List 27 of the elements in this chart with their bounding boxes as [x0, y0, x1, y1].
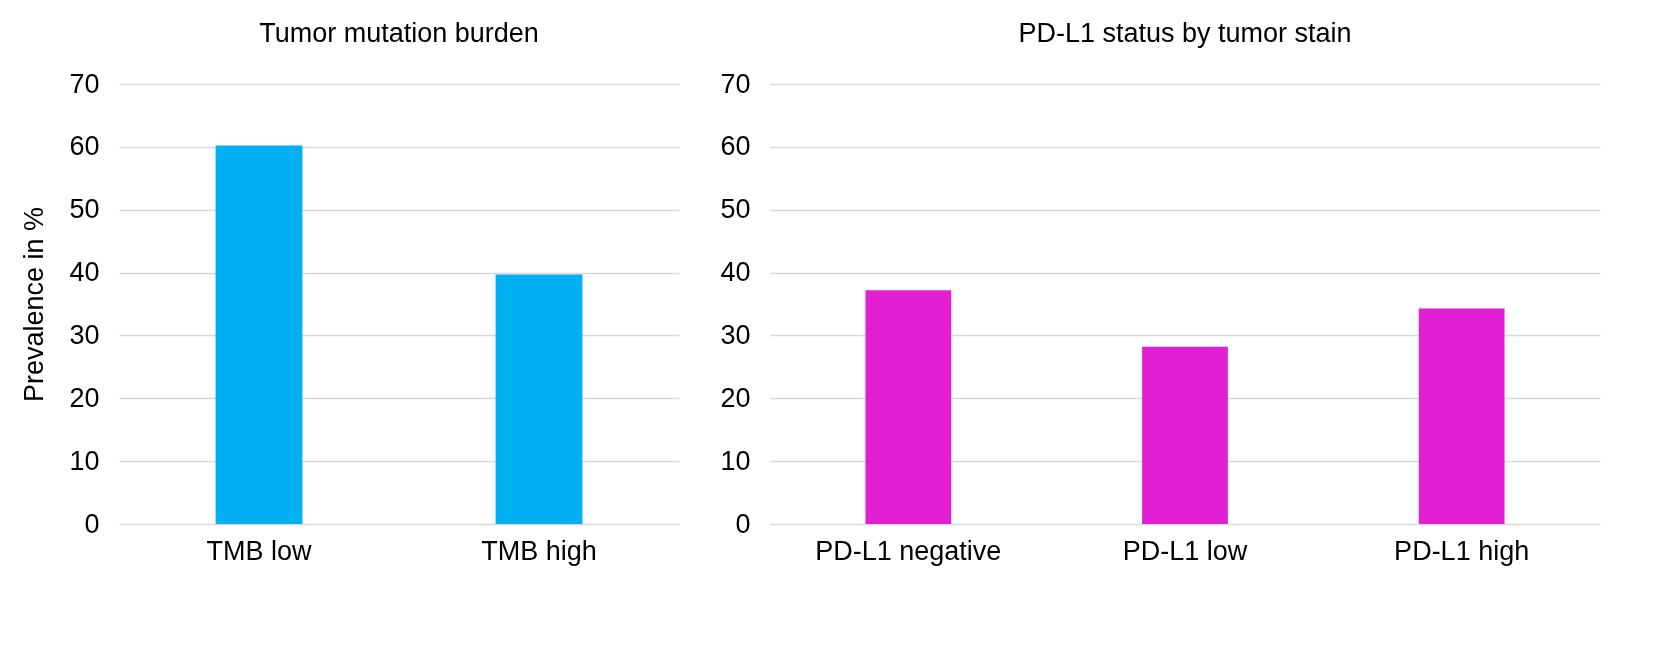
x-tick-label: TMB low	[206, 535, 312, 566]
y-tick-label: 70	[69, 68, 100, 99]
y-tick-label: 0	[735, 508, 751, 539]
chart-title: Tumor mutation burden	[259, 18, 539, 48]
y-tick-label: 70	[720, 68, 751, 99]
y-tick-label: 40	[69, 257, 100, 288]
y-tick-label: 50	[720, 194, 751, 225]
bar	[1418, 308, 1505, 524]
x-tick-label: TMB high	[481, 535, 597, 566]
bar	[865, 290, 952, 524]
x-tick-label: PD-L1 high	[1394, 535, 1530, 566]
x-tick-label: PD-L1 negative	[815, 535, 1002, 566]
bar	[1142, 346, 1228, 524]
chart-title: PD-L1 status by tumor stain	[1018, 18, 1352, 48]
y-axis-title: Prevalence in %	[19, 206, 50, 403]
y-tick-label: 0	[84, 508, 100, 539]
y-tick-label: 20	[720, 382, 751, 413]
x-tick-label: PD-L1 low	[1122, 535, 1248, 566]
y-tick-label: 10	[720, 445, 751, 476]
y-tick-label: 60	[720, 131, 751, 162]
y-tick-label: 30	[69, 319, 100, 350]
y-tick-label: 20	[69, 382, 100, 413]
y-tick-label: 50	[69, 194, 100, 225]
y-tick-label: 10	[69, 445, 100, 476]
y-tick-label: 30	[720, 319, 751, 350]
y-tick-label: 40	[720, 257, 751, 288]
y-tick-label: 60	[69, 131, 100, 162]
